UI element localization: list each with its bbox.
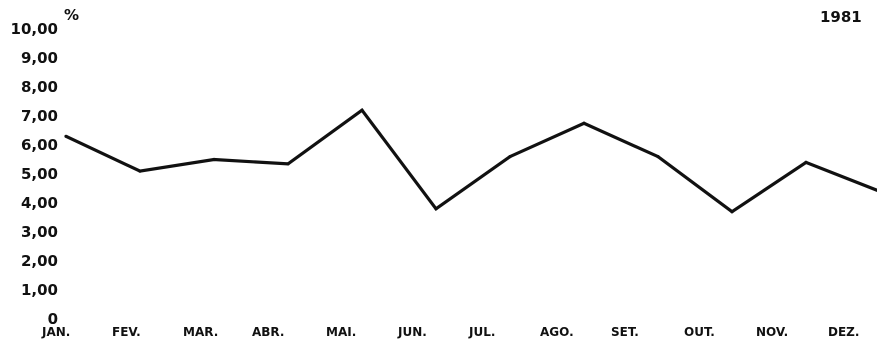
x-tick-label: AGO.	[540, 325, 574, 339]
data-point	[804, 160, 808, 164]
y-tick-label: 10,00	[11, 20, 58, 38]
y-tick-label: 5,00	[21, 165, 58, 183]
y-tick-label: 6,00	[21, 136, 58, 154]
data-point	[138, 169, 142, 173]
x-tick-label: JUL.	[468, 325, 495, 339]
data-point	[286, 162, 290, 166]
data-point	[582, 121, 586, 125]
y-tick-label: 2,00	[21, 252, 58, 270]
x-tick-label: MAR.	[183, 325, 218, 339]
x-tick-label: MAI.	[326, 325, 356, 339]
y-tick-label: 3,00	[21, 223, 58, 241]
data-point	[656, 155, 660, 159]
y-axis-ticks: 0 1,00 2,00 3,00 4,00 5,00 6,00 7,00 8,00 9,00 10,…	[11, 20, 58, 328]
y-tick-label: 0	[48, 310, 58, 328]
x-tick-label: JUN.	[397, 325, 427, 339]
x-tick-label: OUT.	[684, 325, 715, 339]
y-tick-label: 4,00	[21, 194, 58, 212]
x-tick-label: DEZ.	[828, 325, 859, 339]
data-point	[730, 210, 734, 214]
x-axis-ticks: JAN. FEV. MAR. ABR. MAI. JUN. JUL. AGO. SET. OUT.…	[41, 325, 859, 339]
data-point	[64, 134, 68, 138]
x-tick-label: FEV.	[112, 325, 141, 339]
y-tick-label: 8,00	[21, 78, 58, 96]
x-tick-label: SET.	[611, 325, 639, 339]
x-tick-label: ABR.	[252, 325, 284, 339]
series-group	[64, 107, 877, 214]
x-tick-label: NOV.	[756, 325, 788, 339]
x-tick-label: JAN.	[41, 325, 70, 339]
chart-year-title: 1981	[820, 8, 862, 26]
data-point	[434, 207, 438, 211]
series-line	[65, 107, 877, 214]
y-tick-label: 7,00	[21, 107, 58, 125]
data-point	[212, 157, 216, 162]
y-tick-label: 1,00	[21, 281, 58, 299]
y-axis-unit-label: %	[64, 6, 79, 24]
data-point	[360, 108, 364, 112]
data-point	[508, 155, 512, 159]
y-tick-label: 9,00	[21, 49, 58, 67]
